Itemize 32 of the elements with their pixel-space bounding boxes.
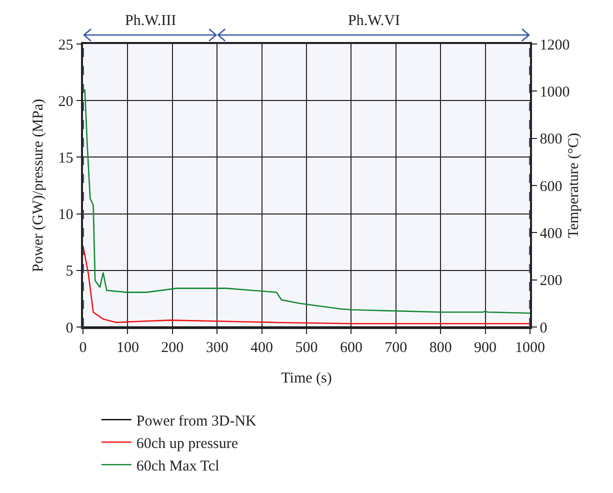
y2-tick-label: 400 xyxy=(540,226,562,242)
legend-label: Power from 3D-NK xyxy=(136,414,257,430)
x-tick-label: 700 xyxy=(384,340,408,356)
x-tick-label: 100 xyxy=(116,340,139,356)
y2-tick-label: 0 xyxy=(540,320,548,336)
y2-tick-label: 600 xyxy=(540,178,562,195)
x-tick-label: 500 xyxy=(295,340,318,356)
y2-tick-label: 800 xyxy=(540,132,562,148)
band-label: Ph.W.VI xyxy=(348,13,400,29)
y2-tick-label: 1200 xyxy=(540,37,570,54)
legend-label: 60ch Max Tcl xyxy=(136,458,220,475)
legend-label: 60ch up pressure xyxy=(136,436,238,452)
y-tick-label: 0 xyxy=(66,320,74,336)
x-tick-label: 900 xyxy=(474,340,497,356)
y-tick-label: 20 xyxy=(58,94,74,110)
y2-tick-label: 200 xyxy=(540,273,562,290)
x-tick-label: 400 xyxy=(250,340,274,356)
x-axis-title: Time (s) xyxy=(281,370,332,386)
x-tick-label: 800 xyxy=(429,340,452,356)
y2-axis-title: Temperature (°C) xyxy=(566,132,582,238)
band-label: Ph.W.III xyxy=(125,13,176,29)
y-axis-title: Power (GW)/pressure (MPa) xyxy=(30,98,46,272)
x-tick-label: 0 xyxy=(79,340,87,356)
y-tick-label: 15 xyxy=(58,150,74,166)
y2-tick-label: 1000 xyxy=(540,84,570,100)
x-tick-label: 1000 xyxy=(515,340,545,356)
x-tick-label: 300 xyxy=(206,340,228,356)
y-tick-label: 25 xyxy=(58,37,74,54)
y-tick-label: 5 xyxy=(66,264,74,280)
x-tick-label: 200 xyxy=(161,340,184,356)
x-tick-label: 600 xyxy=(340,340,362,356)
y-tick-label: 10 xyxy=(58,207,74,224)
